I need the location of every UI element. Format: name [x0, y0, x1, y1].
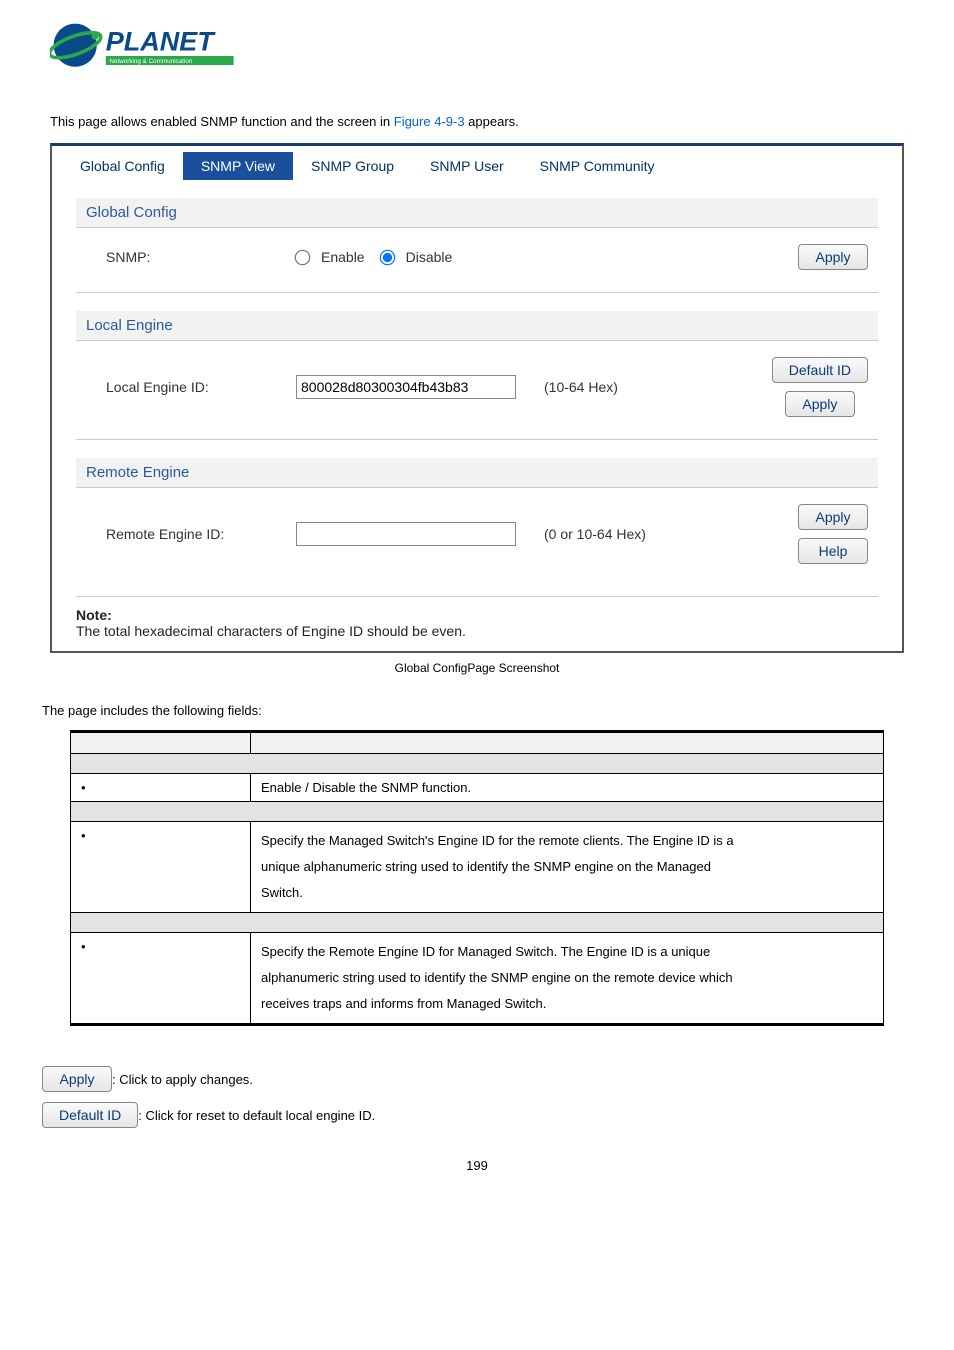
figure-reference: Figure 4-9-3 [394, 114, 465, 129]
intro-text: This page allows enabled SNMP function a… [50, 114, 904, 129]
remote-engine-hint: (0 or 10-64 Hex) [544, 526, 646, 542]
global-config-section: Global Config SNMP: Enable Disable Apply [76, 198, 878, 293]
local-apply-button[interactable]: Apply [785, 391, 855, 417]
remote-engine-label: Remote Engine ID: [106, 526, 296, 542]
tab-global-config[interactable]: Global Config [62, 152, 183, 180]
disable-label: Disable [406, 249, 453, 265]
planet-logo-icon: PLANET Networking & Communication [50, 20, 284, 74]
table-row [71, 802, 884, 822]
row-bullet [81, 780, 94, 795]
enable-label: Enable [321, 249, 365, 265]
local-engine-section: Local Engine Local Engine ID: (10-64 Hex… [76, 311, 878, 440]
table-row: Specify the Remote Engine ID for Managed… [71, 933, 884, 1025]
global-apply-button[interactable]: Apply [798, 244, 868, 270]
table-row [71, 913, 884, 933]
tab-bar: Global Config SNMP View SNMP Group SNMP … [52, 146, 902, 180]
remote-engine-input[interactable] [296, 522, 516, 546]
fields-intro: The page includes the following fields: [42, 703, 904, 718]
svg-text:Networking & Communication: Networking & Communication [109, 58, 192, 65]
tab-snmp-group[interactable]: SNMP Group [293, 152, 412, 180]
page-number: 199 [50, 1158, 904, 1173]
table-row: Enable / Disable the SNMP function. [71, 774, 884, 802]
remote-engine-title: Remote Engine [76, 458, 878, 488]
remote-apply-button[interactable]: Apply [798, 504, 868, 530]
footer-apply-desc: : Click to apply changes. [112, 1072, 253, 1087]
footer-default-desc: : Click for reset to default local engin… [138, 1108, 375, 1123]
tab-snmp-community[interactable]: SNMP Community [522, 152, 673, 180]
svg-text:PLANET: PLANET [106, 27, 217, 57]
default-id-button[interactable]: Default ID [772, 357, 868, 383]
row-desc: Enable / Disable the SNMP function. [251, 774, 884, 802]
snmp-enable-radio[interactable] [295, 249, 311, 265]
snmp-label: SNMP: [106, 249, 296, 265]
tab-snmp-view[interactable]: SNMP View [183, 152, 293, 180]
screenshot-caption: Global ConfigPage Screenshot [50, 661, 904, 675]
config-panel: Global Config SNMP View SNMP Group SNMP … [50, 143, 904, 653]
remote-engine-section: Remote Engine Remote Engine ID: (0 or 10… [76, 458, 878, 586]
tab-snmp-user[interactable]: SNMP User [412, 152, 522, 180]
global-config-title: Global Config [76, 198, 878, 228]
description-table: Enable / Disable the SNMP function. Spec… [70, 730, 884, 1026]
table-row: Specify the Managed Switch's Engine ID f… [71, 822, 884, 913]
note-block: Note: The total hexadecimal characters o… [76, 596, 878, 639]
local-engine-input[interactable] [296, 375, 516, 399]
row-bullet [81, 939, 94, 954]
footer-apply-button[interactable]: Apply [42, 1066, 112, 1092]
local-engine-label: Local Engine ID: [106, 379, 296, 395]
note-label: Note: [76, 607, 112, 623]
help-button[interactable]: Help [798, 538, 868, 564]
row-desc: Specify the Remote Engine ID for Managed… [251, 933, 884, 1025]
local-engine-hint: (10-64 Hex) [544, 379, 618, 395]
brand-logo: PLANET Networking & Communication [50, 20, 904, 74]
local-engine-title: Local Engine [76, 311, 878, 341]
footer-buttons: Apply : Click to apply changes. Default … [42, 1066, 904, 1128]
note-text: The total hexadecimal characters of Engi… [76, 623, 466, 639]
footer-default-button[interactable]: Default ID [42, 1102, 138, 1128]
table-row [71, 754, 884, 774]
snmp-disable-radio[interactable] [379, 249, 395, 265]
table-row [71, 732, 884, 754]
row-desc: Specify the Managed Switch's Engine ID f… [251, 822, 884, 913]
row-bullet [81, 828, 94, 843]
